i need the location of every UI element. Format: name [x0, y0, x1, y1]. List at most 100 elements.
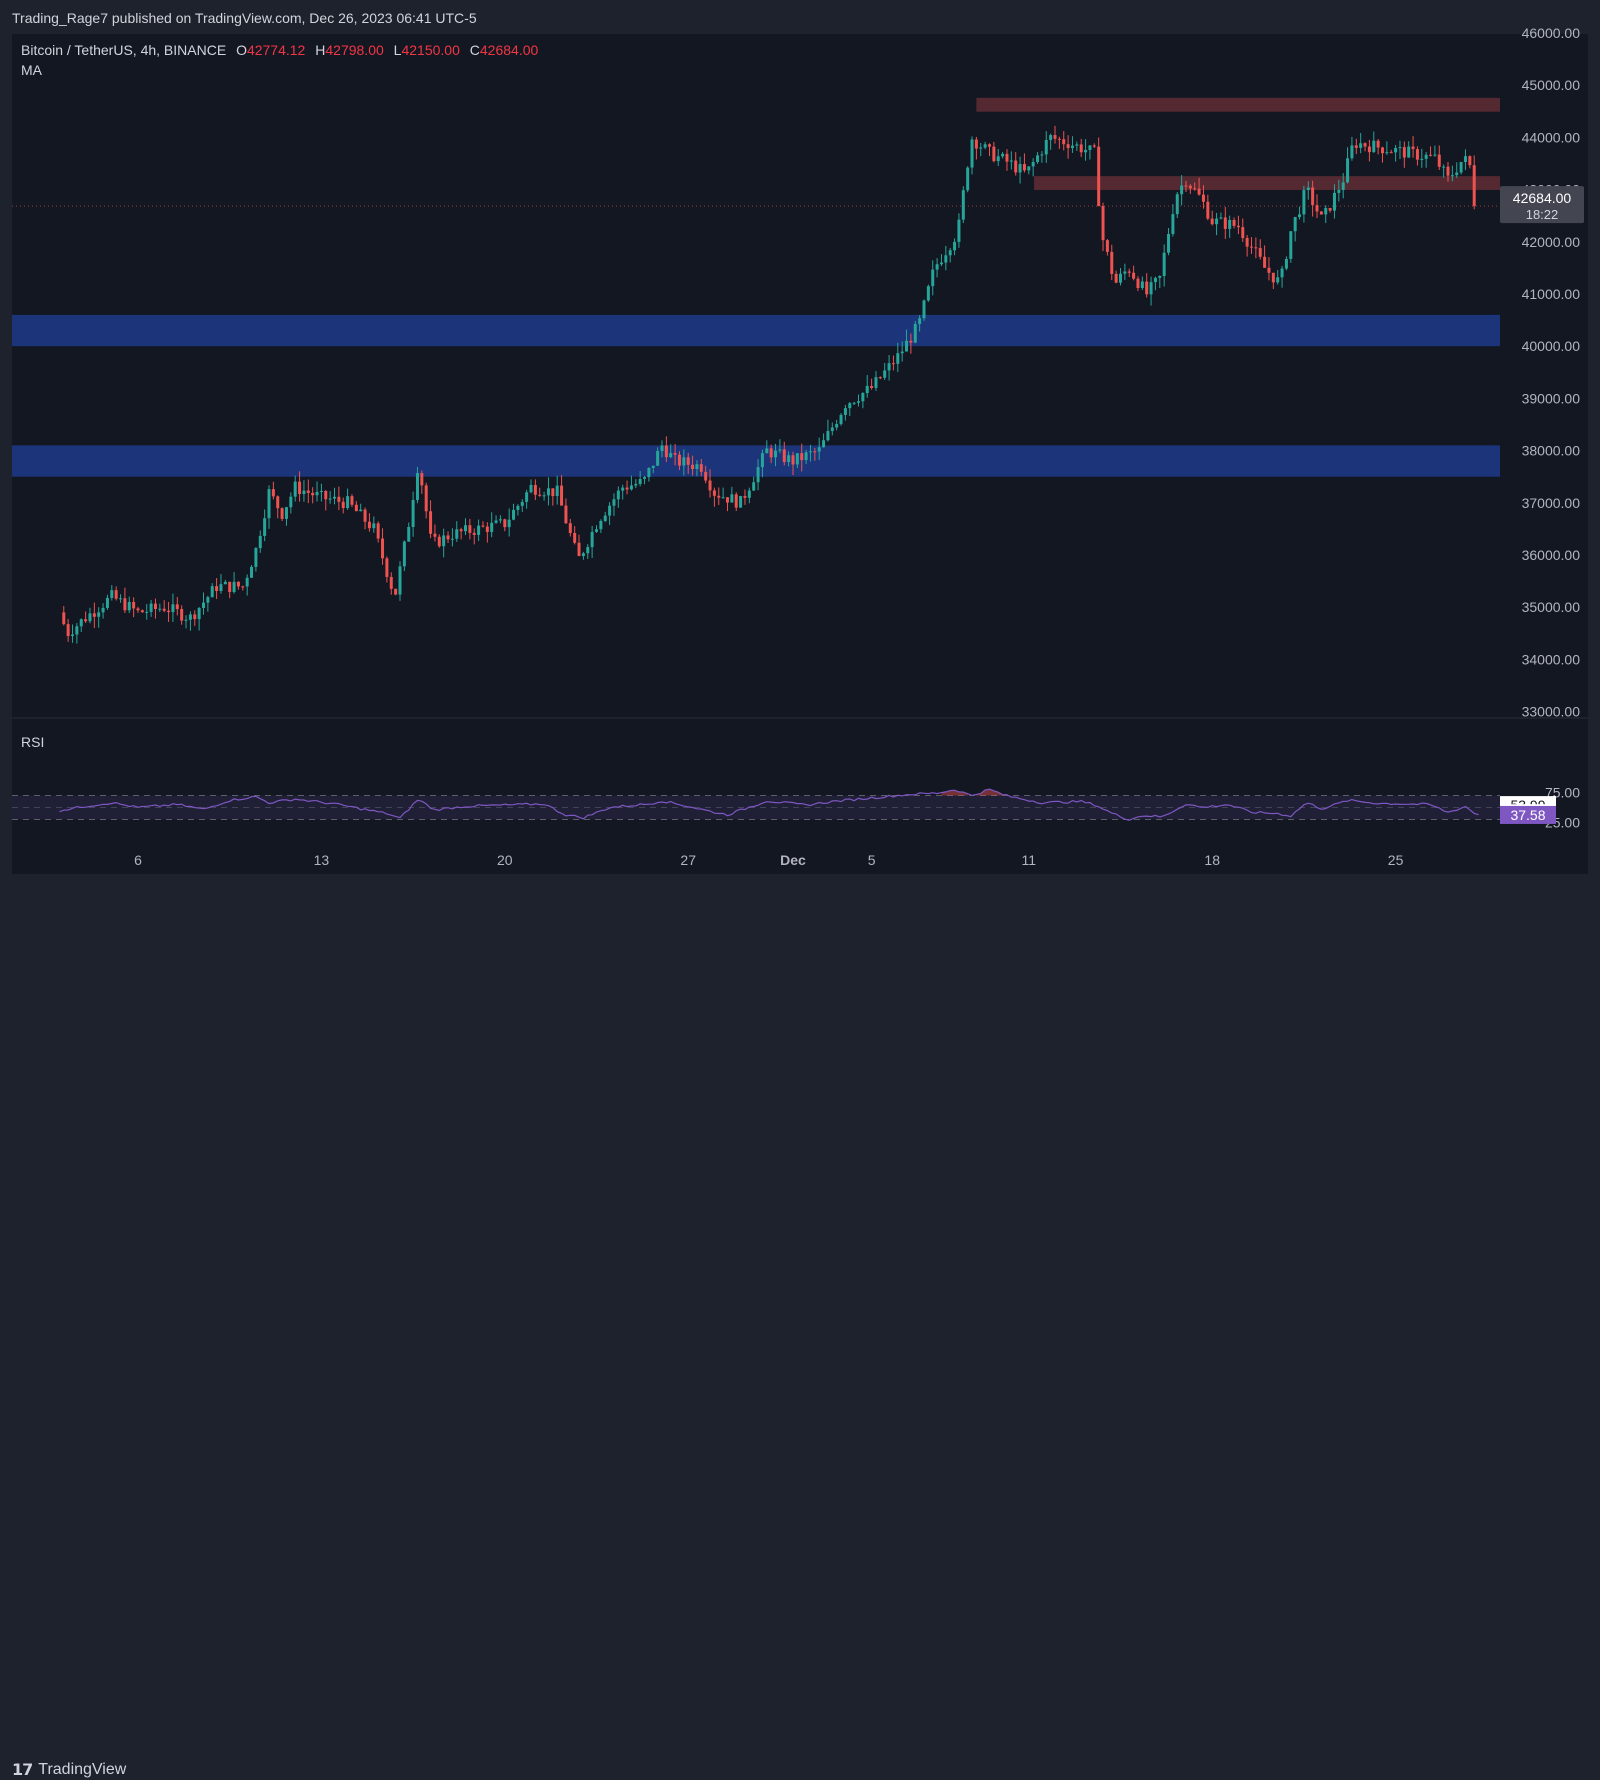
candle-body [800, 453, 804, 461]
candle-body [573, 533, 577, 543]
candle-body [1223, 217, 1227, 229]
candle-body [101, 607, 105, 613]
candle-body [110, 590, 114, 598]
y-tick-label: 42000.00 [1522, 234, 1581, 250]
candle-body [664, 445, 668, 458]
candle-body [1450, 175, 1454, 177]
candle-body [1215, 218, 1219, 225]
candle-body [529, 484, 533, 493]
candle-body [1132, 272, 1136, 279]
candle-body [385, 558, 389, 577]
candle-body [1346, 158, 1350, 183]
candle-body [1324, 208, 1328, 215]
candle-body [398, 566, 402, 595]
candle-body [721, 497, 725, 499]
candle-body [433, 533, 437, 537]
candle-body [263, 518, 267, 536]
candle-body [656, 451, 660, 466]
y-tick-label: 39000.00 [1522, 390, 1581, 406]
candle-body [337, 496, 341, 502]
candle-body [1468, 156, 1472, 166]
candle-body [629, 485, 633, 490]
candle-body [708, 480, 712, 491]
candle-body [774, 450, 778, 458]
y-tick-label: 44000.00 [1522, 129, 1581, 145]
candle-body [568, 523, 572, 534]
candle-body [1001, 153, 1005, 157]
candle-body [734, 494, 738, 508]
candle-body [817, 447, 821, 452]
candle-body [162, 608, 166, 611]
candle-body [319, 490, 323, 492]
candle-body [464, 525, 467, 532]
candle-body [765, 448, 769, 454]
candle-body [1367, 146, 1371, 153]
candle-body [1402, 147, 1406, 158]
candle-body [1332, 192, 1336, 211]
candle-body [996, 156, 1000, 162]
candle-body [503, 519, 507, 528]
candle-body [1009, 160, 1013, 162]
symbol-name[interactable]: Bitcoin / TetherUS, 4h, BINANCE [21, 42, 227, 58]
candlestick-chart[interactable]: 33000.00 34000.00 35000.00 36000.00 37000.00… [0, 0, 1600, 915]
candle-body [66, 624, 70, 637]
candle-body [1389, 152, 1393, 154]
candle-body [450, 538, 454, 540]
candle-body [953, 241, 957, 251]
candle-body [966, 167, 970, 191]
footer-bar: 𝟭𝟳 TradingView [0, 874, 1600, 1779]
candle-body [944, 255, 948, 263]
candle-body [228, 581, 232, 592]
candle-body [302, 490, 306, 495]
candle-body [411, 500, 415, 528]
candle-body [1293, 217, 1297, 232]
symbol-legend: Bitcoin / TetherUS, 4h, BINANCE O42774.1… [21, 42, 538, 58]
candle-body [822, 440, 826, 448]
candle-body [647, 467, 651, 478]
candle-body [1433, 154, 1437, 156]
candle-body [712, 490, 716, 496]
candle-body [271, 489, 275, 497]
candle-body [586, 547, 590, 554]
candle-body [1145, 281, 1149, 295]
candle-body [520, 501, 524, 506]
candle-body [935, 264, 939, 270]
candle-body [193, 614, 197, 620]
candle-body [988, 144, 991, 147]
high-value: 42798.00 [325, 42, 384, 58]
candle-body [1232, 220, 1236, 226]
candle-body [961, 190, 965, 220]
candle-body [446, 535, 450, 540]
candle-body [158, 608, 162, 610]
candle-body [437, 536, 441, 547]
tradingview-brand[interactable]: 𝟭𝟳 TradingView [12, 1760, 126, 1780]
candle-body [1250, 246, 1253, 248]
ma-indicator-label[interactable]: MA [21, 62, 42, 78]
candle-body [267, 489, 271, 519]
candle-body [1127, 271, 1131, 273]
candle-body [1180, 185, 1184, 195]
candle-body [1097, 146, 1101, 207]
candle-body [175, 604, 179, 610]
candle-body [420, 473, 424, 486]
candle-body [324, 490, 328, 500]
candle-body [1280, 268, 1284, 278]
candle-body [359, 509, 363, 512]
candle-body [1363, 143, 1367, 147]
candle-body [459, 529, 463, 532]
x-tick-label: 25 [1388, 852, 1404, 868]
candle-body [1114, 273, 1118, 283]
candle-body [900, 351, 904, 354]
candle-body [1018, 164, 1022, 173]
candle-body [939, 262, 943, 265]
candle-body [979, 147, 983, 149]
candle-body [1372, 140, 1376, 153]
candle-body [717, 495, 721, 498]
candle-body [1014, 160, 1018, 173]
candle-body [1258, 248, 1262, 257]
candle-body [826, 431, 830, 441]
candle-body [1420, 158, 1424, 160]
candle-body [843, 408, 847, 415]
rsi-indicator-label[interactable]: RSI [21, 734, 45, 750]
candle-body [791, 455, 795, 465]
